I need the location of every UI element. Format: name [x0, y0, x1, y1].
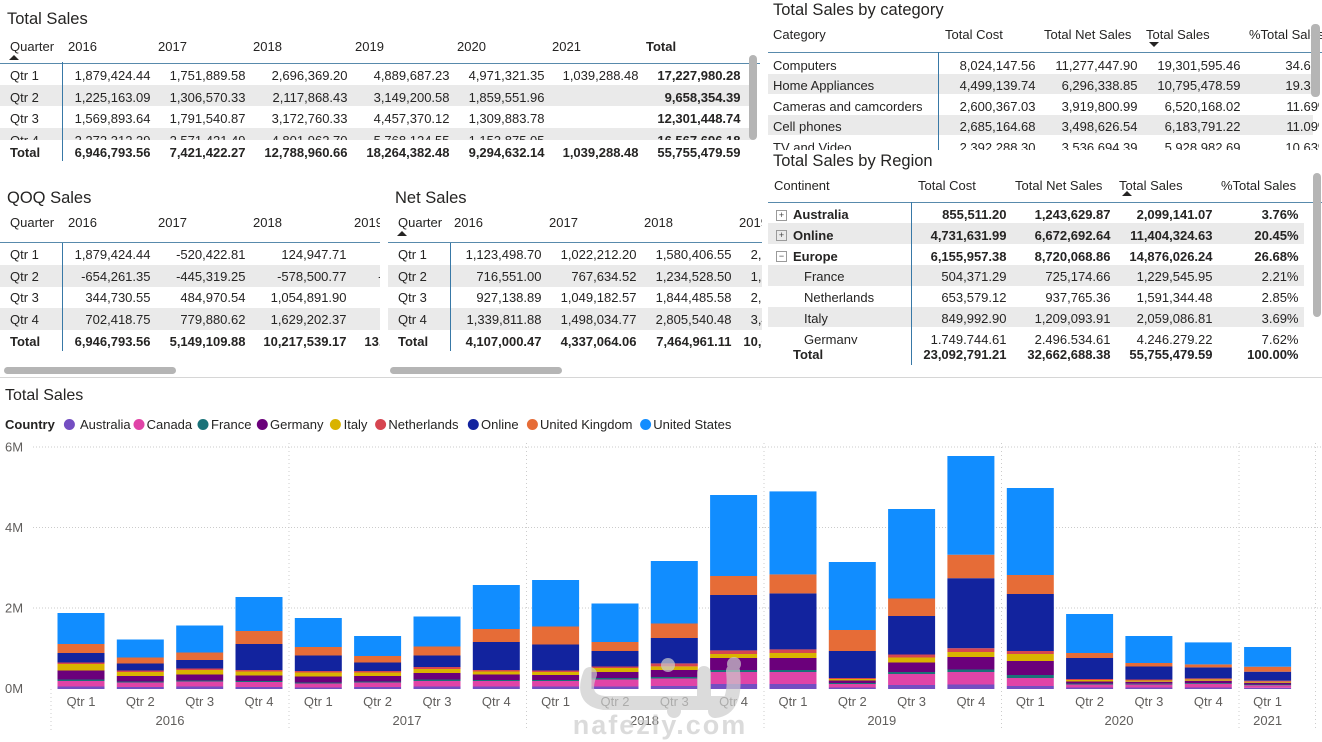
- svg-text:Total Sales: Total Sales: [5, 387, 83, 404]
- svg-text:Qtr 4: Qtr 4: [1194, 694, 1223, 709]
- svg-text:Country: Country: [5, 417, 56, 432]
- svg-text:Qtr 1: Qtr 1: [1253, 694, 1282, 709]
- svg-text:Qtr 3: Qtr 3: [897, 694, 926, 709]
- svg-text:Qtr 1: Qtr 1: [541, 694, 570, 709]
- svg-text:Qtr 1: Qtr 1: [779, 694, 808, 709]
- svg-text:Qtr 3: Qtr 3: [185, 694, 214, 709]
- svg-text:United Kingdom: United Kingdom: [540, 417, 633, 432]
- svg-text:0M: 0M: [5, 681, 23, 696]
- svg-text:nafezly.com: nafezly.com: [573, 710, 748, 740]
- svg-text:2018: 2018: [630, 713, 659, 728]
- svg-text:Netherlands: Netherlands: [388, 417, 459, 432]
- svg-text:2021: 2021: [1253, 713, 1282, 728]
- svg-text:Qtr 1: Qtr 1: [67, 694, 96, 709]
- svg-text:Italy: Italy: [344, 417, 368, 432]
- svg-text:Qtr 4: Qtr 4: [482, 694, 511, 709]
- svg-text:Qtr 2: Qtr 2: [838, 694, 867, 709]
- svg-text:United States: United States: [653, 417, 732, 432]
- svg-text:Canada: Canada: [147, 417, 193, 432]
- svg-text:France: France: [211, 417, 251, 432]
- svg-text:2017: 2017: [393, 713, 422, 728]
- svg-text:4M: 4M: [5, 520, 23, 535]
- svg-text:Qtr 4: Qtr 4: [245, 694, 274, 709]
- svg-text:Australia: Australia: [80, 417, 131, 432]
- svg-text:Qtr 1: Qtr 1: [1016, 694, 1045, 709]
- svg-text:2M: 2M: [5, 601, 23, 616]
- svg-text:2020: 2020: [1105, 713, 1134, 728]
- svg-text:2019: 2019: [867, 713, 896, 728]
- svg-text:Germany: Germany: [270, 417, 324, 432]
- svg-text:Qtr 4: Qtr 4: [956, 694, 985, 709]
- svg-text:Qtr 2: Qtr 2: [1075, 694, 1104, 709]
- svg-text:Qtr 2: Qtr 2: [126, 694, 155, 709]
- svg-text:Online: Online: [481, 417, 519, 432]
- svg-text:2016: 2016: [156, 713, 185, 728]
- svg-text:Qtr 3: Qtr 3: [1134, 694, 1163, 709]
- svg-text:Qtr 2: Qtr 2: [363, 694, 392, 709]
- svg-text:6M: 6M: [5, 440, 23, 455]
- svg-text:Qtr 1: Qtr 1: [304, 694, 333, 709]
- svg-text:Qtr 3: Qtr 3: [423, 694, 452, 709]
